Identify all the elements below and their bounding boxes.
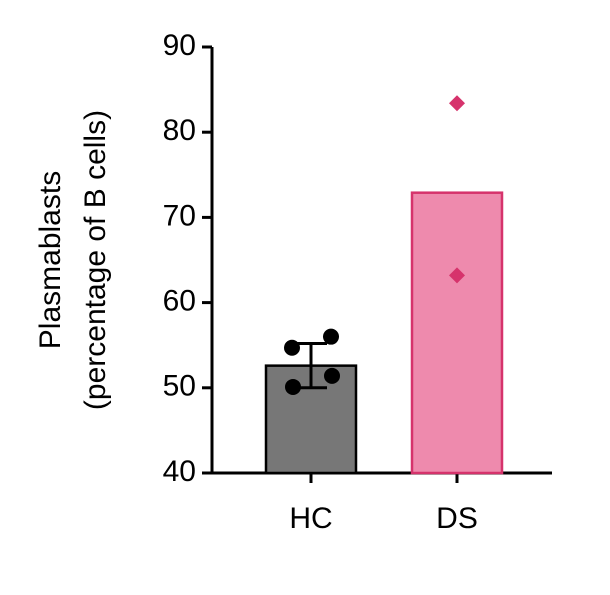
- y-tick-label: 90: [163, 29, 196, 62]
- y-axis-title: Plasmablasts (percentage of B cells): [34, 110, 112, 410]
- data-point: [449, 95, 465, 112]
- y-tick-label: 50: [163, 370, 196, 403]
- x-tick-label: DS: [436, 502, 478, 535]
- x-tick-label: HC: [289, 502, 332, 535]
- data-point: [285, 378, 301, 395]
- y-tick-label: 70: [163, 199, 196, 232]
- y-tick-label: 60: [163, 285, 196, 318]
- y-axis-title-line: (percentage of B cells): [79, 110, 112, 410]
- y-tick-label: 40: [163, 455, 196, 488]
- data-point: [284, 339, 300, 356]
- data-point: [449, 267, 465, 284]
- data-point: [323, 328, 339, 345]
- y-axis-title-line: Plasmablasts: [34, 171, 67, 349]
- y-tick-label: 80: [163, 114, 196, 147]
- data-point: [324, 367, 340, 384]
- bar: [410, 191, 504, 475]
